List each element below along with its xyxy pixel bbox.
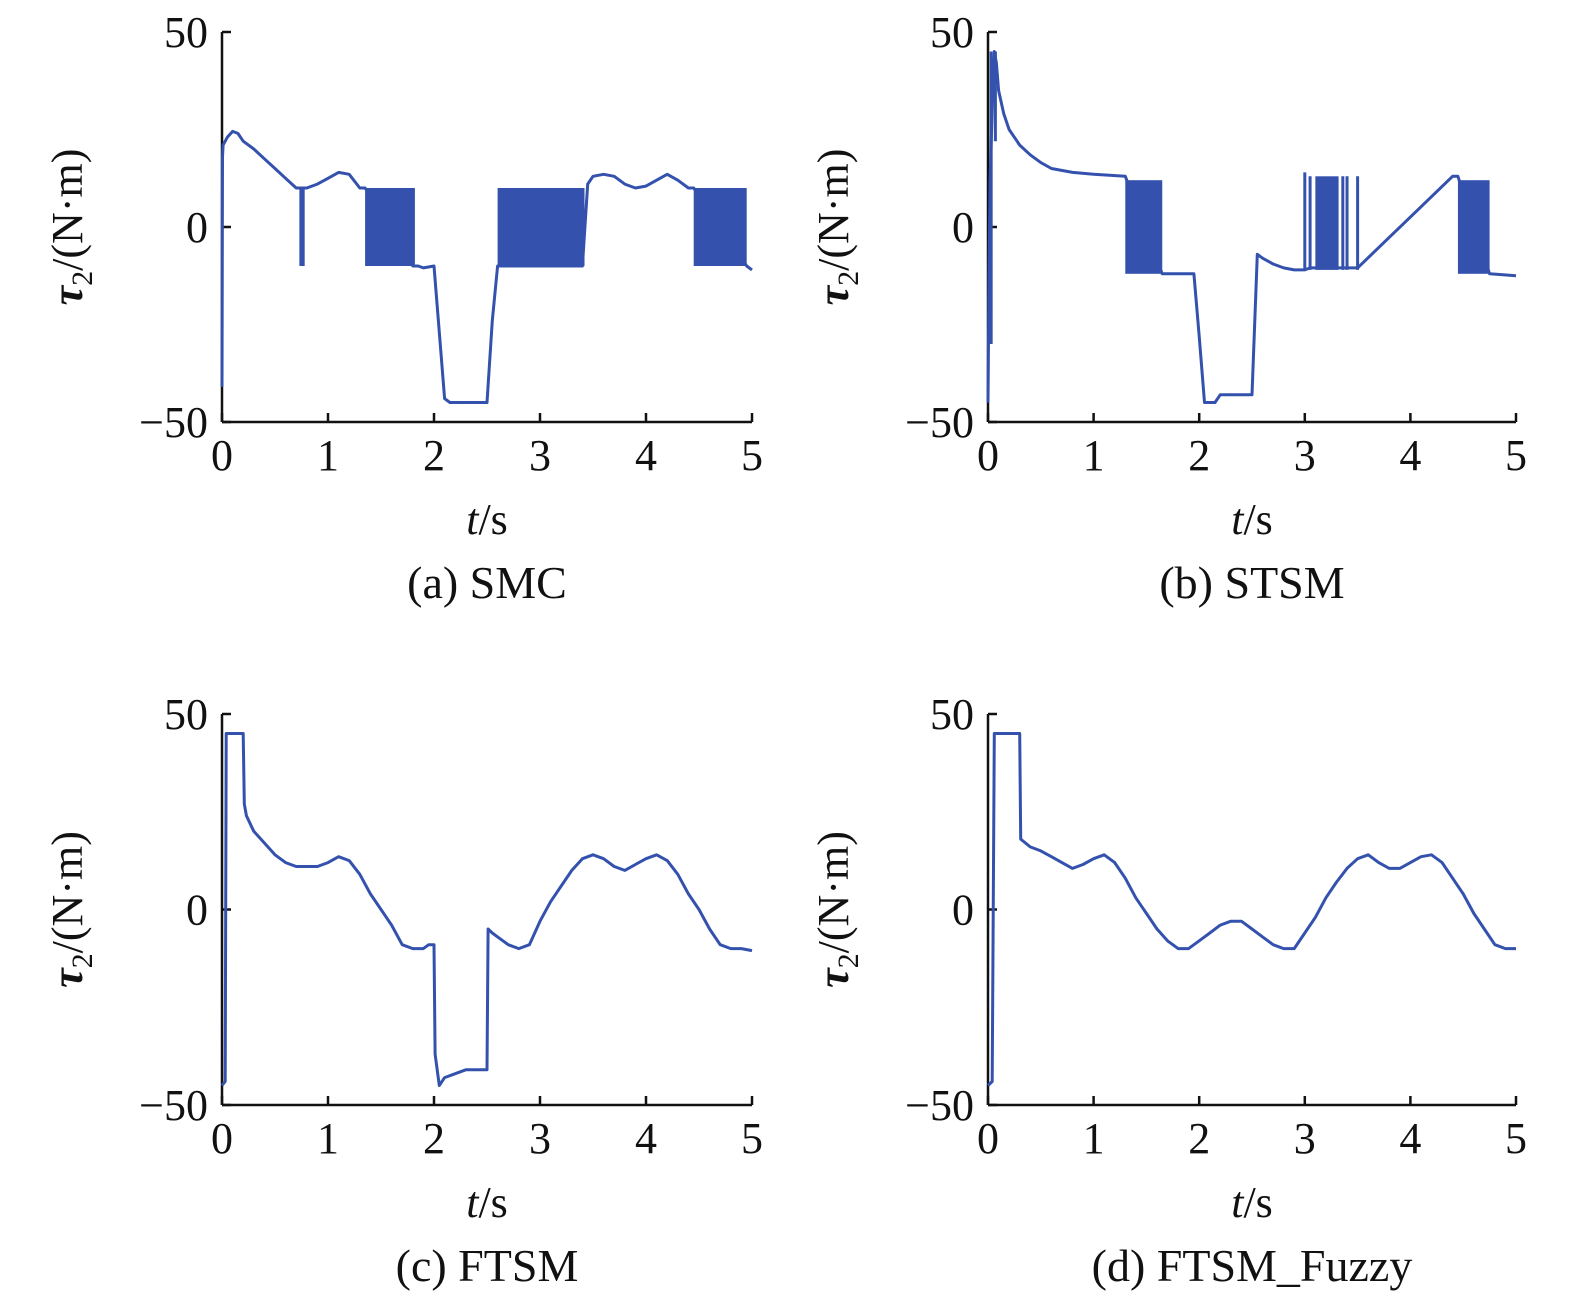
y-tick-label: 50 bbox=[930, 8, 974, 57]
x-tick-label: 0 bbox=[211, 1114, 233, 1163]
y-tick-label: −50 bbox=[139, 1081, 208, 1130]
x-tick-label: 3 bbox=[1294, 1114, 1316, 1163]
x-axis-label: t/s bbox=[1231, 495, 1273, 544]
x-tick-label: 5 bbox=[1505, 431, 1527, 480]
panel-caption: (b) STSM bbox=[1159, 557, 1344, 608]
y-tick-label: −50 bbox=[905, 398, 974, 447]
x-tick-label: 2 bbox=[423, 1114, 445, 1163]
series-line bbox=[986, 732, 1516, 1087]
panel-caption: (c) FTSM bbox=[396, 1240, 579, 1291]
chatter-band bbox=[497, 188, 585, 266]
x-tick-label: 4 bbox=[635, 1114, 657, 1163]
y-tick-label: 0 bbox=[186, 203, 208, 252]
y-tick-label: 50 bbox=[164, 690, 208, 739]
chatter-band bbox=[1315, 176, 1339, 270]
chatter-band bbox=[299, 188, 305, 266]
y-tick-label: 0 bbox=[186, 886, 208, 935]
x-axis-label: t/s bbox=[466, 1178, 508, 1227]
x-axis-label: t/s bbox=[1231, 1178, 1273, 1227]
x-tick-label: 3 bbox=[529, 1114, 551, 1163]
x-tick-label: 0 bbox=[211, 431, 233, 480]
x-tick-label: 5 bbox=[741, 1114, 763, 1163]
panel-caption: (d) FTSM_Fuzzy bbox=[1092, 1240, 1413, 1291]
x-tick-label: 4 bbox=[1399, 1114, 1421, 1163]
x-tick-label: 2 bbox=[1188, 1114, 1210, 1163]
x-tick-label: 5 bbox=[741, 431, 763, 480]
x-tick-label: 2 bbox=[423, 431, 445, 480]
x-tick-label: 4 bbox=[635, 431, 657, 480]
series-line bbox=[220, 129, 753, 404]
x-tick-label: 0 bbox=[977, 431, 999, 480]
y-axis-label: τ2/(N·m) bbox=[809, 831, 865, 988]
series-line bbox=[220, 732, 753, 1087]
x-tick-label: 1 bbox=[317, 1114, 339, 1163]
y-tick-label: 50 bbox=[164, 8, 208, 57]
x-tick-label: 4 bbox=[1399, 431, 1421, 480]
x-axis-label: t/s bbox=[466, 495, 508, 544]
x-tick-label: 3 bbox=[529, 431, 551, 480]
x-tick-label: 5 bbox=[1505, 1114, 1527, 1163]
x-tick-label: 0 bbox=[977, 1114, 999, 1163]
series-line bbox=[986, 50, 1517, 404]
panel-caption: (a) SMC bbox=[407, 557, 567, 608]
y-tick-label: 0 bbox=[952, 886, 974, 935]
y-axis-label: τ2/(N·m) bbox=[43, 149, 99, 306]
x-tick-label: 1 bbox=[1083, 431, 1105, 480]
x-tick-label: 3 bbox=[1294, 431, 1316, 480]
y-tick-label: −50 bbox=[139, 398, 208, 447]
x-tick-label: 2 bbox=[1188, 431, 1210, 480]
y-tick-label: 50 bbox=[930, 690, 974, 739]
y-tick-label: 0 bbox=[952, 203, 974, 252]
y-axis-label: τ2/(N·m) bbox=[43, 831, 99, 988]
x-tick-label: 1 bbox=[1083, 1114, 1105, 1163]
y-axis-label: τ2/(N·m) bbox=[809, 149, 865, 306]
x-tick-label: 1 bbox=[317, 431, 339, 480]
y-tick-label: −50 bbox=[905, 1081, 974, 1130]
